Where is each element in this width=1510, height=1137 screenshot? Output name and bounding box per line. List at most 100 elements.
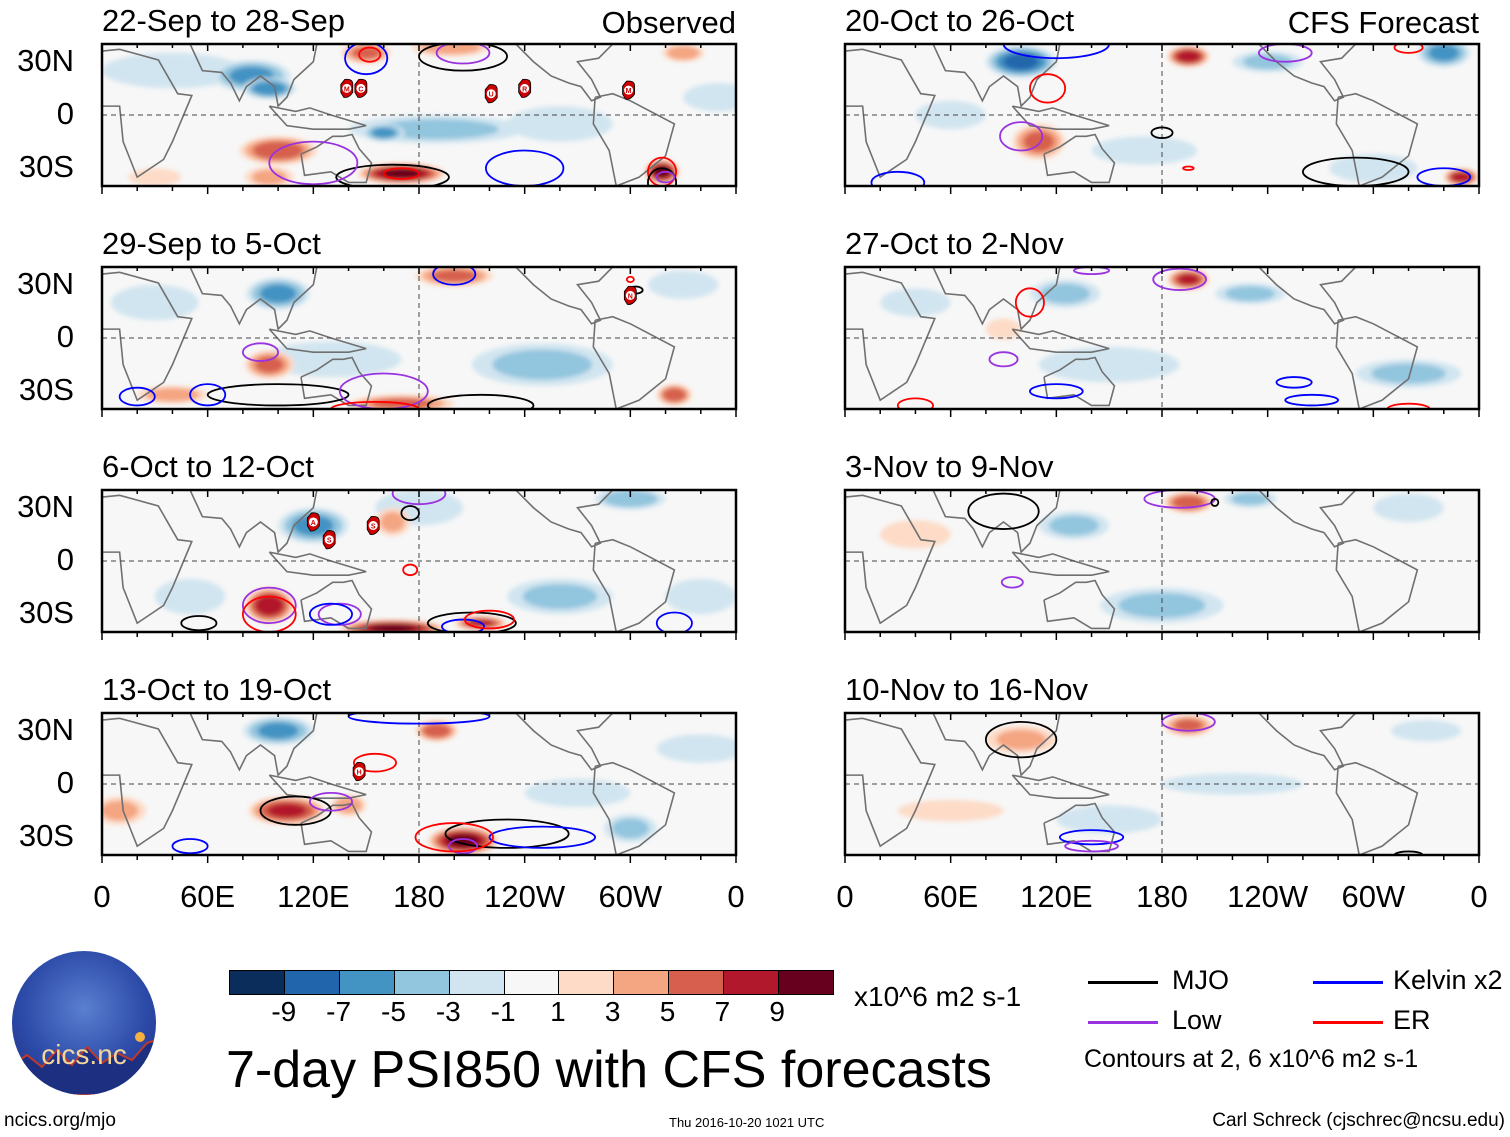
kelvin-contour	[308, 602, 353, 626]
coastline	[102, 717, 193, 848]
map-svg	[843, 711, 1481, 863]
mjo-contour	[180, 615, 218, 632]
legend-mjo-label: MJO	[1172, 965, 1229, 995]
colorbar-tick-label: -7	[326, 996, 352, 1027]
footer-url[interactable]: ncics.org/mjo	[4, 1110, 116, 1131]
anomaly-shading	[611, 818, 650, 839]
panel-title: 29-Sep to 5-Oct	[102, 226, 321, 261]
coastline	[300, 356, 373, 407]
x-tick-label: 120E	[277, 879, 350, 914]
anomaly-shading	[255, 595, 284, 616]
anomaly-shading	[154, 578, 226, 615]
coastline	[515, 490, 614, 548]
colorbar-tick-label: -3	[435, 996, 461, 1027]
legend-kelvin-label: Kelvin x2	[1393, 965, 1503, 995]
er-contour	[1014, 287, 1045, 318]
anomaly-shading	[257, 722, 299, 739]
anomaly-shading	[1373, 493, 1444, 522]
colorbar-tick-label: 9	[769, 996, 785, 1027]
contours-note: Contours at 2, 6 x10^6 m2 s-1	[1084, 1045, 1419, 1073]
colorbar-tick-label: 7	[714, 996, 731, 1027]
er-contour	[402, 563, 419, 577]
coastline	[300, 579, 373, 630]
er-contour	[625, 275, 635, 283]
anomaly-shading	[371, 127, 396, 138]
logo-text: cics.nc	[41, 1039, 127, 1070]
anomaly-shading	[880, 520, 951, 549]
anomaly-shading	[880, 288, 951, 317]
colorbar-tick-label: -1	[490, 996, 516, 1027]
y-tick-label: 30N	[17, 42, 74, 78]
er-contour	[1029, 73, 1067, 104]
cyclone-letter: C	[358, 86, 363, 93]
tropical-cyclone-marker: S	[366, 515, 380, 536]
anomaly-shading	[603, 490, 658, 508]
coastline	[592, 315, 676, 409]
anomaly-shading	[915, 100, 986, 130]
er-contour	[1182, 165, 1195, 171]
anomaly-shading	[1118, 592, 1206, 618]
coastline	[515, 267, 614, 325]
map-svg: M CUR M	[100, 42, 738, 194]
colorbar-tick-label: 3	[604, 996, 621, 1027]
anomaly-shading	[267, 803, 307, 818]
kelvin-contour	[655, 611, 693, 632]
colorbar-swatch	[669, 971, 725, 994]
y-tick-label: 30S	[18, 372, 74, 408]
legend-mjo-line	[1088, 981, 1158, 984]
map-svg	[843, 265, 1481, 417]
colorbar-swatch	[779, 971, 833, 994]
coastline	[1258, 267, 1357, 325]
coastline	[102, 271, 193, 402]
map-panel	[843, 488, 1481, 640]
cyclone-letter: N	[628, 293, 633, 300]
coastline	[1011, 105, 1110, 130]
y-tick-label: 30N	[17, 711, 74, 747]
coastline	[592, 538, 676, 632]
mjo-contour	[1210, 497, 1220, 507]
mjo-contour	[335, 163, 450, 186]
mjo-contour	[206, 383, 350, 407]
coastline	[268, 328, 367, 353]
er-contour	[352, 752, 398, 773]
anomaly-shading	[381, 168, 422, 179]
anomaly-shading	[431, 269, 477, 283]
colorbar-swatch	[284, 971, 340, 994]
x-tick-label: 0	[93, 879, 111, 914]
tropical-cyclone-marker: R	[518, 78, 532, 98]
er-contour	[1386, 402, 1431, 409]
anomaly-shading	[683, 83, 736, 112]
map-panel: N	[100, 265, 738, 417]
mjo-contour	[1302, 156, 1410, 186]
coastline	[163, 713, 318, 777]
y-tick-label: 0	[56, 542, 74, 577]
anomaly-shading	[447, 834, 479, 848]
coastline	[845, 717, 936, 848]
tropical-cyclone-marker: N	[623, 285, 637, 305]
anomaly-shading	[374, 119, 499, 140]
cyclone-letter: S	[327, 538, 332, 545]
anomaly-shading	[110, 284, 199, 321]
y-tick-label: 0	[56, 319, 74, 354]
mjo-contour	[1150, 126, 1174, 139]
coastline	[1258, 44, 1357, 102]
anomaly-shading	[380, 511, 406, 532]
tropical-cyclone-marker: U	[484, 84, 498, 104]
kelvin-contour	[171, 838, 209, 855]
coastline	[268, 105, 367, 130]
cyclone-letter: H	[357, 770, 362, 777]
coastline	[102, 494, 193, 625]
colorbar-swatch	[614, 971, 670, 994]
y-tick-label: 30N	[17, 265, 74, 301]
low-contour	[338, 372, 429, 409]
map-svg	[843, 488, 1481, 640]
colorbar-tick-label: 1	[550, 996, 566, 1027]
colorbar-swatch	[724, 971, 780, 994]
panel-title: 10-Nov to 16-Nov	[845, 672, 1088, 707]
colorbar-swatch	[449, 971, 505, 994]
mjo-contour	[984, 720, 1058, 759]
panel-title: 13-Oct to 19-Oct	[102, 672, 332, 707]
panel-title: 22-Sep to 28-Sep	[102, 3, 346, 38]
